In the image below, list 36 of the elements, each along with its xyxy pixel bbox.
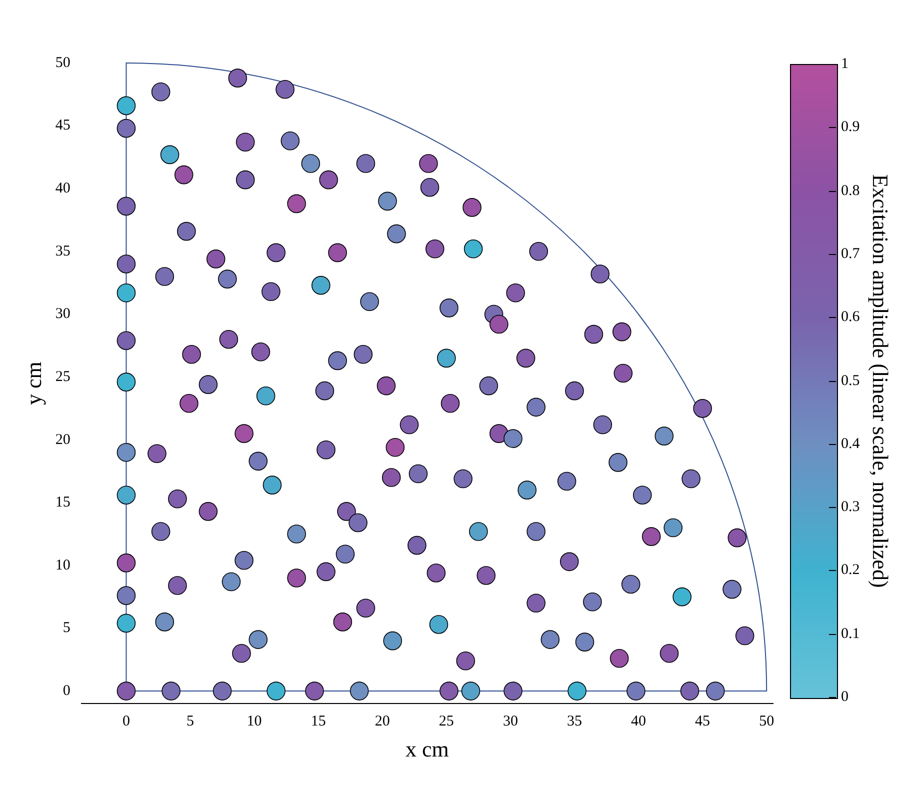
y-tick-label: 25 [55,368,70,385]
color-bar-label: 0.1 [841,624,860,643]
color-bar-title: Excitation amplitude (linear scale, normalized) [867,174,893,588]
y-tick-label: 5 [62,620,70,636]
x-tick-label: 5 [186,714,194,730]
color-bar-label: 0.4 [841,434,860,453]
color-bar-label: 0 [841,688,848,706]
color-bar-label: 0.6 [841,308,860,326]
y-tick-label: 35 [55,243,70,260]
x-tick-label: 50 [759,714,774,730]
y-tick-label: 30 [55,306,70,322]
y-tick-label: 40 [55,180,70,197]
y-tick-label: 10 [55,557,70,574]
y-tick-label: 50 [55,54,70,71]
x-tick-label: 20 [374,714,390,730]
y-tick-label: 45 [55,118,70,134]
x-tick-label: 35 [566,714,582,730]
x-tick-label: 25 [438,714,454,730]
color-bar-label: 0.9 [841,118,860,136]
color-bar-label: 0.8 [841,182,860,200]
x-tick-label: 30 [502,714,518,730]
x-tick-label: 15 [310,714,326,730]
color-bar-label: 0.7 [841,244,860,263]
x-tick-label: 10 [246,714,262,730]
color-bar-label: 0.3 [841,498,860,516]
y-tick-label: 20 [55,432,70,448]
color-bar-label: 0.2 [841,561,860,580]
y-tick-label: 15 [55,494,70,511]
color-bar-label: 1 [841,55,848,73]
x-axis-title: x cm [406,736,449,762]
color-bar-label: 0.5 [841,372,860,390]
y-axis-title: y cm [20,362,46,405]
x-tick-label: 0 [122,714,130,730]
x-tick-label: 45 [695,714,710,730]
x-tick-label: 40 [631,714,646,730]
y-tick-label: 0 [62,682,70,699]
